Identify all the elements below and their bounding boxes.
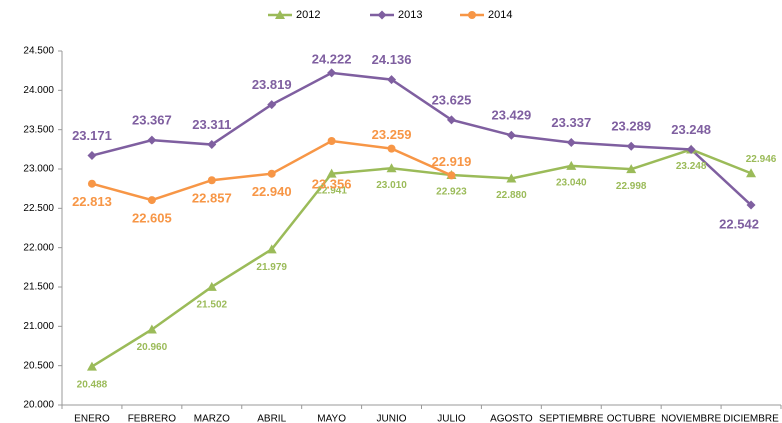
x-tick-label: ENERO [74, 414, 110, 423]
x-tick-label: MAYO [317, 414, 346, 423]
y-tick-label: 20.500 [23, 360, 54, 371]
data-label: 21.979 [256, 262, 287, 273]
marker [267, 100, 277, 110]
data-label: 23.819 [252, 77, 292, 92]
data-label: 21.502 [196, 299, 227, 310]
x-tick-label: DICIEMBRE [723, 414, 779, 423]
marker [87, 151, 97, 161]
marker [386, 163, 397, 173]
x-tick-label: NOVIEMBRE [661, 414, 721, 423]
marker [147, 135, 157, 145]
data-label: 22.857 [192, 191, 232, 206]
data-label: 22.605 [132, 211, 172, 226]
data-label: 23.311 [192, 117, 231, 132]
marker [377, 10, 387, 20]
x-tick-label: ABRIL [257, 414, 286, 423]
legend-label: 2012 [296, 9, 320, 21]
data-label: 23.367 [132, 113, 172, 128]
marker [566, 137, 576, 147]
data-label: 23.289 [611, 119, 651, 134]
marker [746, 168, 757, 178]
y-tick-label: 20.000 [23, 400, 54, 411]
x-tick-label: JUNIO [377, 414, 407, 423]
marker [206, 281, 217, 291]
y-tick-label: 24.500 [23, 46, 54, 57]
data-label: 23.171 [72, 128, 112, 143]
data-label: 20.488 [77, 379, 108, 390]
marker [207, 176, 216, 185]
series-line [91, 148, 752, 368]
data-label: 23.356 [312, 176, 352, 191]
marker [326, 168, 337, 178]
marker [146, 324, 157, 334]
x-tick-label: SEPTIEMBRE [539, 414, 604, 423]
data-label: 22.880 [496, 190, 527, 201]
marker [87, 179, 96, 188]
data-label: 22.940 [252, 184, 292, 199]
marker [147, 196, 156, 205]
data-label: 23.429 [491, 108, 531, 123]
marker [327, 68, 337, 78]
data-label: 23.248 [676, 161, 707, 172]
x-tick-label: FEBRERO [128, 414, 177, 423]
data-label: 22.941 [316, 185, 347, 196]
data-label: 22.998 [616, 181, 647, 192]
data-label: 23.625 [432, 92, 472, 107]
y-tick-label: 24.000 [23, 85, 54, 96]
data-label: 22.923 [436, 187, 467, 198]
y-tick-label: 21.000 [23, 321, 54, 332]
data-label: 22.542 [719, 216, 759, 231]
x-tick-label: OCTUBRE [607, 414, 656, 423]
marker [506, 130, 516, 140]
data-label: 24.136 [372, 52, 412, 67]
legend-label: 2013 [398, 9, 422, 21]
legend-label: 2014 [488, 9, 512, 21]
data-label: 22.946 [746, 154, 777, 165]
marker [746, 200, 756, 210]
marker [446, 115, 456, 125]
y-tick-label: 23.000 [23, 164, 54, 175]
marker [626, 164, 637, 174]
y-tick-label: 23.500 [23, 124, 54, 135]
data-label: 23.010 [376, 180, 407, 191]
marker [387, 144, 396, 153]
series-line [91, 71, 752, 206]
data-label: 22.919 [432, 154, 472, 169]
x-tick-label: AGOSTO [490, 414, 533, 423]
data-label: 24.222 [312, 51, 352, 66]
marker [447, 171, 456, 180]
y-tick-label: 22.000 [23, 242, 54, 253]
data-label: 23.259 [372, 127, 412, 142]
marker [266, 244, 277, 254]
data-label: 23.337 [551, 115, 591, 130]
marker [387, 75, 397, 85]
marker [267, 169, 276, 178]
x-tick-label: MARZO [194, 414, 230, 423]
marker [566, 160, 577, 170]
data-label: 23.248 [671, 122, 711, 137]
data-label: 22.813 [72, 194, 112, 209]
marker [686, 144, 696, 154]
marker [86, 361, 97, 371]
y-tick-label: 22.500 [23, 203, 54, 214]
marker [626, 141, 636, 151]
marker [468, 11, 476, 19]
data-label: 20.960 [137, 342, 168, 353]
marker [275, 10, 285, 19]
data-label: 23.040 [556, 177, 587, 188]
marker [506, 173, 517, 183]
x-tick-label: JULIO [437, 414, 466, 423]
marker [327, 136, 336, 145]
y-tick-label: 21.500 [23, 282, 54, 293]
marker [207, 140, 217, 150]
